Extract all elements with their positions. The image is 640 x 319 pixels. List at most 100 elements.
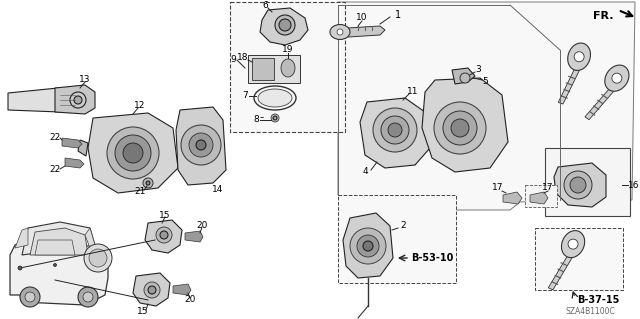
Text: –: – <box>260 114 264 122</box>
Polygon shape <box>10 240 108 305</box>
Polygon shape <box>55 85 95 114</box>
Circle shape <box>357 235 379 257</box>
Bar <box>525 185 557 207</box>
Text: 18: 18 <box>237 54 249 63</box>
Polygon shape <box>452 68 475 84</box>
Circle shape <box>143 178 153 188</box>
Polygon shape <box>343 213 393 278</box>
Bar <box>252 58 274 80</box>
Ellipse shape <box>258 89 292 107</box>
Polygon shape <box>62 138 82 148</box>
Circle shape <box>564 171 592 199</box>
Polygon shape <box>15 228 28 248</box>
Circle shape <box>373 108 417 152</box>
Polygon shape <box>88 113 178 193</box>
Bar <box>545 148 630 216</box>
Polygon shape <box>554 163 606 207</box>
Text: 5: 5 <box>482 78 488 86</box>
Circle shape <box>160 231 168 239</box>
Text: 11: 11 <box>407 87 419 97</box>
Circle shape <box>189 133 213 157</box>
Polygon shape <box>173 284 191 295</box>
Text: 22: 22 <box>49 166 61 174</box>
Circle shape <box>196 140 206 150</box>
Polygon shape <box>360 98 430 168</box>
Circle shape <box>363 241 373 251</box>
Circle shape <box>148 286 156 294</box>
Text: 8: 8 <box>253 115 259 124</box>
Circle shape <box>388 123 402 137</box>
Polygon shape <box>176 107 226 185</box>
Bar <box>535 228 623 290</box>
Bar <box>338 195 456 283</box>
Circle shape <box>275 15 295 35</box>
Ellipse shape <box>330 25 350 40</box>
Circle shape <box>279 19 291 31</box>
Circle shape <box>146 181 150 185</box>
Text: 21: 21 <box>134 188 146 197</box>
Polygon shape <box>35 240 75 255</box>
Circle shape <box>568 239 578 249</box>
Text: 22: 22 <box>49 132 61 142</box>
Circle shape <box>273 116 277 120</box>
Circle shape <box>20 287 40 307</box>
Polygon shape <box>85 228 95 248</box>
Circle shape <box>612 73 622 83</box>
Circle shape <box>443 111 477 145</box>
Text: 6: 6 <box>262 2 268 11</box>
Polygon shape <box>530 192 548 204</box>
Circle shape <box>460 73 470 83</box>
Circle shape <box>381 116 409 144</box>
Circle shape <box>107 127 159 179</box>
Polygon shape <box>558 68 580 104</box>
Circle shape <box>74 96 82 104</box>
Circle shape <box>574 52 584 62</box>
Polygon shape <box>8 88 80 112</box>
Polygon shape <box>348 26 385 37</box>
Circle shape <box>271 114 279 122</box>
Bar <box>230 2 345 132</box>
Polygon shape <box>585 88 614 120</box>
Text: FR.: FR. <box>593 11 613 21</box>
Circle shape <box>123 143 143 163</box>
Ellipse shape <box>281 59 295 77</box>
Circle shape <box>434 102 486 154</box>
Text: 16: 16 <box>628 181 640 189</box>
Polygon shape <box>260 8 308 45</box>
Circle shape <box>115 135 151 171</box>
Text: 4: 4 <box>362 167 368 176</box>
Text: 19: 19 <box>282 46 294 55</box>
Text: 17: 17 <box>492 183 504 192</box>
Polygon shape <box>548 255 573 290</box>
Polygon shape <box>145 220 182 253</box>
Circle shape <box>78 287 98 307</box>
Circle shape <box>54 263 56 266</box>
Circle shape <box>181 125 221 165</box>
Polygon shape <box>78 140 88 156</box>
Circle shape <box>84 244 112 272</box>
Ellipse shape <box>605 65 629 91</box>
Text: B-53-10: B-53-10 <box>411 253 453 263</box>
Polygon shape <box>185 231 203 242</box>
Ellipse shape <box>561 231 585 258</box>
Circle shape <box>337 29 343 35</box>
Circle shape <box>350 228 386 264</box>
Text: 15: 15 <box>159 211 171 219</box>
Text: 12: 12 <box>134 101 146 110</box>
Text: 20: 20 <box>196 220 208 229</box>
Polygon shape <box>22 222 95 255</box>
Polygon shape <box>65 158 84 168</box>
Text: SZA4B1100C: SZA4B1100C <box>565 308 615 316</box>
Polygon shape <box>338 2 635 210</box>
Polygon shape <box>422 78 508 172</box>
Circle shape <box>144 282 160 298</box>
Bar <box>248 55 300 83</box>
Text: B-37-15: B-37-15 <box>577 295 619 305</box>
Polygon shape <box>503 192 522 204</box>
Circle shape <box>570 177 586 193</box>
Circle shape <box>18 266 22 270</box>
Circle shape <box>89 249 107 267</box>
Text: 1: 1 <box>395 10 401 20</box>
Text: 17: 17 <box>542 183 554 192</box>
Circle shape <box>25 292 35 302</box>
